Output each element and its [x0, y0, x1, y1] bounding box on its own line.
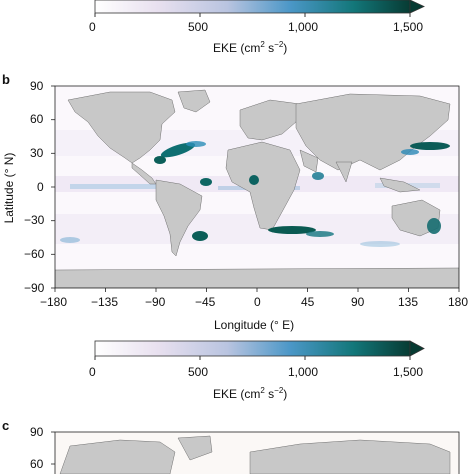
ytick-minus60: −60 — [24, 247, 45, 261]
panel-c-ytick-60: 60 — [30, 457, 44, 471]
xtick-minus180: −180 — [40, 295, 68, 309]
xtick-minus90: −90 — [145, 295, 166, 309]
cb-top-tick-1500: 1,500 — [393, 20, 424, 34]
panel-b-xlabel: Longitude (° E) — [214, 318, 295, 332]
xtick-180: 180 — [448, 295, 469, 309]
panel-c-ytick-90: 90 — [30, 425, 44, 439]
ytick-90: 90 — [30, 79, 44, 93]
cb-bottom-tick-0: 0 — [89, 365, 96, 379]
ytick-60: 60 — [30, 112, 44, 126]
cb-top-label: EKE (cm2 s−2) — [213, 40, 288, 55]
colorbar-bottom — [94, 340, 425, 360]
cb-bottom-tick-1000: 1,000 — [288, 365, 319, 379]
ytick-minus30: −30 — [24, 213, 45, 227]
cb-bottom-tick-500: 500 — [188, 365, 209, 379]
cb-bottom-label: EKE (cm2 s−2) — [213, 386, 288, 401]
ytick-minus90: −90 — [24, 281, 45, 295]
cb-bottom-tick-1500: 1,500 — [393, 365, 424, 379]
xtick-45: 45 — [301, 295, 315, 309]
cb-top-tick-1000: 1,000 — [288, 20, 319, 34]
xtick-135: 135 — [398, 295, 419, 309]
panel-b-letter: b — [2, 72, 10, 87]
panel-b-xticks — [54, 288, 460, 292]
panel-c-map — [51, 431, 460, 474]
panel-b-ylabel: Latitude (° N) — [2, 152, 16, 224]
xtick-minus135: −135 — [91, 295, 119, 309]
colorbar-top — [94, 0, 425, 17]
panel-b-yticks — [51, 85, 55, 289]
xtick-minus45: −45 — [195, 295, 216, 309]
xtick-90: 90 — [351, 295, 365, 309]
cb-top-tick-500: 500 — [188, 20, 209, 34]
panel-b-map — [55, 86, 459, 288]
eke-hotspots — [60, 141, 450, 247]
ytick-0: 0 — [37, 180, 44, 194]
cb-top-tick-0: 0 — [89, 20, 96, 34]
ytick-30: 30 — [30, 146, 44, 160]
xtick-0: 0 — [254, 295, 261, 309]
panel-c-letter: c — [2, 418, 10, 433]
